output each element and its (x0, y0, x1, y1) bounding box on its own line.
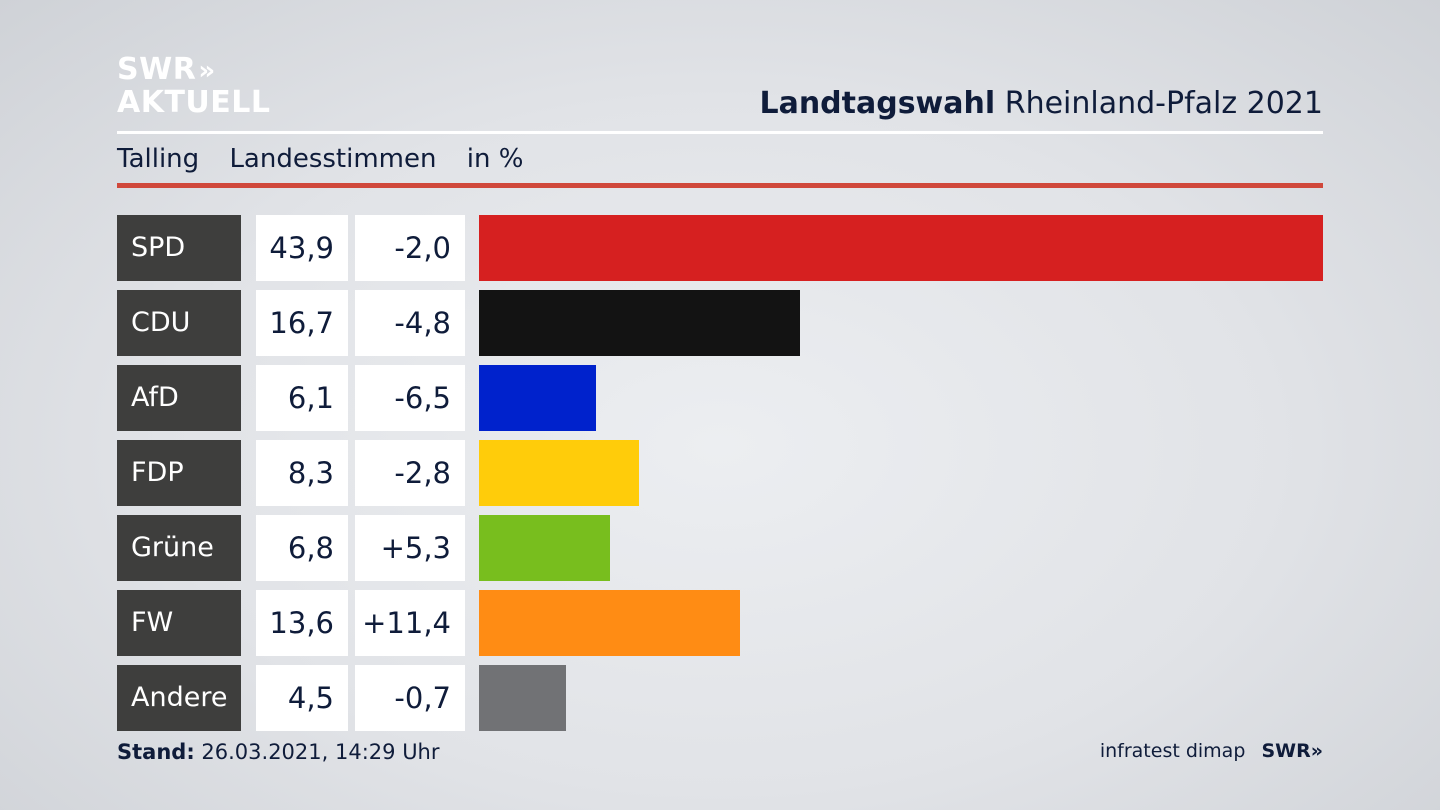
swr-brand-text: SWR (1261, 740, 1311, 762)
chart-row: Andere 4,5 -0,7 (117, 665, 1323, 731)
chart-subtitle: Talling Landesstimmen in % (117, 144, 545, 174)
page-title: Landtagswahl Rheinland-Pfalz 2021 (759, 86, 1323, 121)
chart-row: FDP 8,3 -2,8 (117, 440, 1323, 506)
chart-row: Grüne 6,8 +5,3 (117, 515, 1323, 581)
title-rest: Rheinland-Pfalz 2021 (1004, 86, 1323, 121)
chart-row: AfD 6,1 -6,5 (117, 365, 1323, 431)
vote-share-value: 6,1 (256, 365, 348, 431)
vote-change-value: +5,3 (355, 515, 465, 581)
subtitle-talling: Talling (117, 144, 200, 174)
chart-row: FW 13,6 +11,4 (117, 590, 1323, 656)
vote-share-value: 13,6 (256, 590, 348, 656)
vote-change-value: +11,4 (355, 590, 465, 656)
swr-chevron-icon: » (1310, 740, 1323, 762)
vote-change-value: -6,5 (355, 365, 465, 431)
stand-label: Stand: (117, 740, 195, 764)
party-label: FDP (117, 440, 241, 506)
party-label: FW (117, 590, 241, 656)
party-label: Grüne (117, 515, 241, 581)
vote-share-value: 4,5 (256, 665, 348, 731)
stand-value: 26.03.2021, 14:29 Uhr (201, 740, 440, 764)
bar-spd (479, 215, 1323, 281)
subtitle-landesstimmen: Landesstimmen (229, 144, 437, 174)
bar-afd (479, 365, 596, 431)
title-bold: Landtagswahl (759, 86, 996, 121)
chart-row: SPD 43,9 -2,0 (117, 215, 1323, 281)
party-label: SPD (117, 215, 241, 281)
party-label: AfD (117, 365, 241, 431)
subtitle-divider (117, 183, 1323, 188)
vote-share-value: 16,7 (256, 290, 348, 356)
logo-swr-text: SWR (117, 52, 197, 87)
vote-change-value: -2,8 (355, 440, 465, 506)
logo-chevron-icon: » (198, 56, 215, 86)
logo-aktuell-text: AKTUELL (117, 85, 271, 120)
title-divider (117, 131, 1323, 134)
bar-cdu (479, 290, 800, 356)
vote-change-value: -4,8 (355, 290, 465, 356)
source-text: infratest dimap (1099, 740, 1246, 762)
vote-change-value: -0,7 (355, 665, 465, 731)
subtitle-unit: in % (466, 144, 524, 174)
bar-andere (479, 665, 566, 731)
timestamp: Stand: 26.03.2021, 14:29 Uhr (117, 740, 440, 764)
swr-brand: SWR» (1261, 740, 1323, 762)
party-label: Andere (117, 665, 241, 731)
vote-change-value: -2,0 (355, 215, 465, 281)
vote-share-value: 8,3 (256, 440, 348, 506)
party-label: CDU (117, 290, 241, 356)
swr-aktuell-logo: SWR» AKTUELL (117, 54, 271, 119)
vote-share-value: 6,8 (256, 515, 348, 581)
chart-row: CDU 16,7 -4,8 (117, 290, 1323, 356)
source-credit: infratest dimap SWR» (1100, 740, 1323, 762)
bar-fw (479, 590, 740, 656)
bar-fdp (479, 440, 639, 506)
bar-gr-ne (479, 515, 610, 581)
vote-share-value: 43,9 (256, 215, 348, 281)
